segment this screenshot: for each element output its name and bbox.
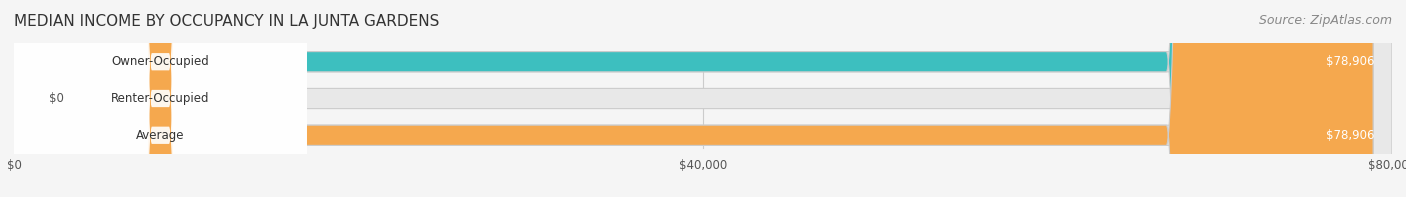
Text: Source: ZipAtlas.com: Source: ZipAtlas.com [1258, 14, 1392, 27]
FancyBboxPatch shape [14, 0, 35, 197]
FancyBboxPatch shape [14, 0, 1374, 197]
Text: Average: Average [136, 129, 184, 142]
FancyBboxPatch shape [14, 0, 307, 197]
FancyBboxPatch shape [14, 0, 1392, 197]
Text: $78,906: $78,906 [1326, 55, 1375, 68]
FancyBboxPatch shape [14, 0, 307, 197]
Text: $0: $0 [48, 92, 63, 105]
FancyBboxPatch shape [14, 0, 1392, 197]
Text: MEDIAN INCOME BY OCCUPANCY IN LA JUNTA GARDENS: MEDIAN INCOME BY OCCUPANCY IN LA JUNTA G… [14, 14, 440, 29]
FancyBboxPatch shape [14, 0, 1392, 197]
FancyBboxPatch shape [14, 0, 307, 197]
Text: $78,906: $78,906 [1326, 129, 1375, 142]
FancyBboxPatch shape [14, 0, 1374, 197]
Text: Renter-Occupied: Renter-Occupied [111, 92, 209, 105]
Text: Owner-Occupied: Owner-Occupied [111, 55, 209, 68]
